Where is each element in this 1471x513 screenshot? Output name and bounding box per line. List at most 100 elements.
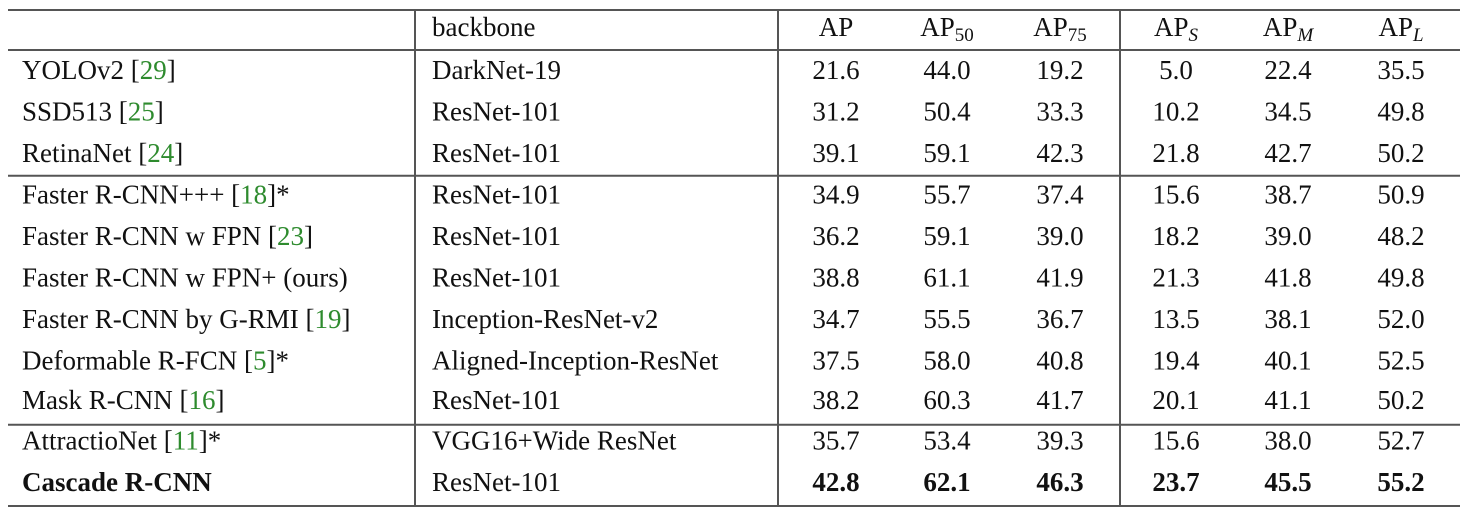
header-metric: APL: [1378, 12, 1423, 46]
method-text: ]: [174, 138, 183, 168]
metric-value: 62.1: [923, 467, 970, 497]
metric-value: 60.3: [923, 385, 970, 415]
metric-value: 35.7: [812, 426, 859, 456]
method-name: Deformable R-FCN [5]*: [22, 346, 289, 376]
metric-value: 41.1: [1264, 385, 1311, 415]
citation: 19: [314, 304, 341, 334]
method-text: ]: [167, 55, 176, 85]
method-name: Cascade R-CNN: [22, 467, 212, 497]
citation: 18: [240, 180, 267, 210]
metric-value: 21.3: [1152, 263, 1199, 293]
header-metric: APM: [1263, 12, 1315, 46]
method-text: Deformable R-FCN [: [22, 346, 253, 376]
metric-value: 38.2: [812, 385, 859, 415]
backbone: DarkNet-19: [432, 55, 561, 85]
header-metric: AP: [819, 12, 854, 42]
metric-base: AP: [1378, 12, 1413, 42]
metric-value: 44.0: [923, 55, 970, 85]
method-text: ]: [216, 385, 225, 415]
method-name: SSD513 [25]: [22, 97, 164, 127]
backbone: ResNet-101: [432, 467, 561, 497]
metric-value: 42.8: [812, 467, 859, 497]
metric-value: 15.6: [1152, 180, 1199, 210]
metric-value: 49.8: [1377, 263, 1424, 293]
method-text: ]*: [199, 426, 222, 456]
metric-value: 59.1: [923, 221, 970, 251]
method-text: ]: [341, 304, 350, 334]
citation: 16: [189, 385, 216, 415]
metric-value: 40.8: [1036, 346, 1083, 376]
metric-value: 22.4: [1264, 55, 1312, 85]
metric-value: 53.4: [923, 426, 971, 456]
metric-value: 37.5: [812, 346, 859, 376]
metric-value: 41.8: [1264, 263, 1311, 293]
metric-value: 31.2: [812, 97, 859, 127]
citation: 11: [173, 426, 199, 456]
method-text: ]*: [267, 180, 290, 210]
metric-value: 45.5: [1264, 467, 1311, 497]
metric-value: 36.7: [1036, 304, 1083, 334]
metric-value: 61.1: [923, 263, 970, 293]
metric-base: AP: [1033, 12, 1068, 42]
citation: 5: [253, 346, 267, 376]
backbone: ResNet-101: [432, 385, 561, 415]
method-name: RetinaNet [24]: [22, 138, 183, 168]
metric-sub: L: [1412, 25, 1424, 46]
metric-value: 38.0: [1264, 426, 1311, 456]
metric-value: 19.4: [1152, 346, 1200, 376]
metric-value: 10.2: [1152, 97, 1199, 127]
method-text: ]*: [266, 346, 289, 376]
metric-value: 34.7: [812, 304, 859, 334]
method-name: AttractioNet [11]*: [22, 426, 221, 456]
metric-value: 23.7: [1152, 467, 1199, 497]
metric-value: 39.0: [1264, 221, 1311, 251]
metric-value: 39.0: [1036, 221, 1083, 251]
backbone: Inception-ResNet-v2: [432, 304, 658, 334]
backbone: ResNet-101: [432, 97, 561, 127]
metric-value: 20.1: [1152, 385, 1199, 415]
metric-value: 39.3: [1036, 426, 1083, 456]
metric-value: 49.8: [1377, 97, 1424, 127]
method-name: Faster R-CNN by G-RMI [19]: [22, 304, 350, 334]
metric-value: 42.7: [1264, 138, 1311, 168]
metric-value: 42.3: [1036, 138, 1083, 168]
citation: 24: [147, 138, 175, 168]
method-name: Faster R-CNN w FPN [23]: [22, 221, 313, 251]
method-text: Faster R-CNN by G-RMI [: [22, 304, 314, 334]
metric-sub: 50: [955, 25, 974, 46]
metric-value: 35.5: [1377, 55, 1424, 85]
metric-value: 19.2: [1036, 55, 1083, 85]
metric-value: 21.8: [1152, 138, 1199, 168]
metric-value: 39.1: [812, 138, 859, 168]
method-text: AttractioNet [: [22, 426, 173, 456]
method-text: SSD513 [: [22, 97, 128, 127]
method-text: Faster R-CNN+++ [: [22, 180, 240, 210]
method-name: Mask R-CNN [16]: [22, 385, 225, 415]
metric-value: 50.9: [1377, 180, 1424, 210]
metric-value: 55.2: [1377, 467, 1424, 497]
metric-sub: M: [1296, 25, 1314, 46]
method-name: Faster R-CNN+++ [18]*: [22, 180, 290, 210]
metric-value: 52.5: [1377, 346, 1424, 376]
method-text: ]: [304, 221, 313, 251]
method-text: Cascade R-CNN: [22, 467, 212, 497]
header-backbone: backbone: [432, 12, 535, 42]
metric-value: 34.9: [812, 180, 859, 210]
metric-value: 41.7: [1036, 385, 1083, 415]
metric-base: AP: [1263, 12, 1298, 42]
method-text: Faster R-CNN w FPN+ (ours): [22, 263, 348, 293]
citation: 23: [277, 221, 304, 251]
metric-value: 40.1: [1264, 346, 1311, 376]
backbone: VGG16+Wide ResNet: [432, 426, 677, 456]
metric-base: AP: [819, 12, 854, 42]
backbone: ResNet-101: [432, 221, 561, 251]
metric-value: 38.7: [1264, 180, 1311, 210]
metric-base: AP: [1154, 12, 1189, 42]
metric-value: 38.8: [812, 263, 859, 293]
metric-value: 50.2: [1377, 385, 1424, 415]
metric-sub: 75: [1068, 25, 1087, 46]
header-metric: AP50: [920, 12, 974, 46]
header-metric: APS: [1154, 12, 1199, 46]
metric-value: 38.1: [1264, 304, 1311, 334]
metric-value: 52.7: [1377, 426, 1424, 456]
